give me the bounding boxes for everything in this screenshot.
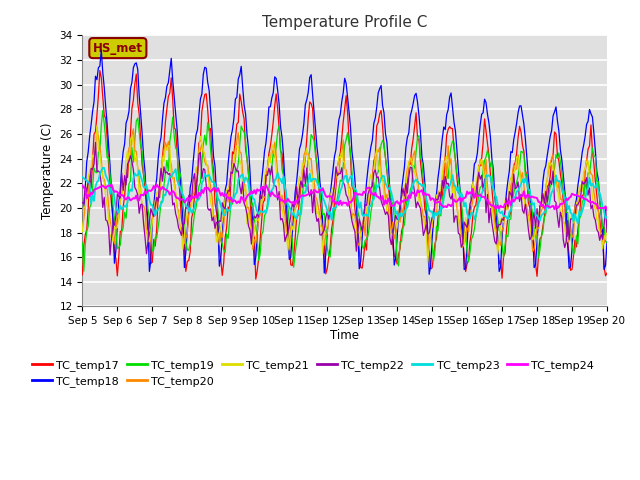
TC_temp19 <box>397 239 405 244</box>
TC_temp19 <box>80 268 88 274</box>
TC_temp24 <box>603 207 611 213</box>
TC_temp17 <box>96 68 104 73</box>
TC_temp20 <box>603 220 611 226</box>
TC_temp21 <box>178 230 186 236</box>
TC_temp19 <box>603 240 611 245</box>
TC_temp21 <box>93 123 100 129</box>
TC_temp18 <box>379 103 387 108</box>
TC_temp23 <box>396 210 404 216</box>
Line: TC_temp18: TC_temp18 <box>83 50 607 274</box>
X-axis label: Time: Time <box>330 329 359 342</box>
TC_temp19 <box>79 240 86 246</box>
TC_temp20 <box>396 219 404 225</box>
TC_temp24 <box>541 205 548 211</box>
TC_temp21 <box>379 175 387 181</box>
TC_temp18 <box>603 239 611 245</box>
TC_temp17 <box>410 136 417 142</box>
TC_temp20 <box>93 124 100 130</box>
TC_temp18 <box>542 163 550 168</box>
TC_temp23 <box>408 187 415 192</box>
TC_temp18 <box>396 211 404 216</box>
Line: TC_temp23: TC_temp23 <box>83 168 607 223</box>
TC_temp23 <box>178 188 186 194</box>
TC_temp22 <box>106 252 114 258</box>
TC_temp21 <box>603 220 611 226</box>
Line: TC_temp19: TC_temp19 <box>83 110 607 271</box>
TC_temp21 <box>396 201 404 207</box>
TC_temp18 <box>178 196 186 202</box>
TC_temp22 <box>95 168 102 174</box>
TC_temp17 <box>380 144 388 150</box>
Line: TC_temp21: TC_temp21 <box>83 126 607 263</box>
TC_temp24 <box>408 190 415 195</box>
TC_temp19 <box>380 140 388 145</box>
TC_temp24 <box>79 183 86 189</box>
TC_temp20 <box>95 134 102 140</box>
TC_temp24 <box>178 196 186 202</box>
TC_temp22 <box>603 229 611 235</box>
TC_temp20 <box>79 225 86 231</box>
TC_temp22 <box>79 200 86 205</box>
TC_temp21 <box>424 260 431 266</box>
Line: TC_temp24: TC_temp24 <box>83 184 607 210</box>
TC_temp20 <box>178 224 186 230</box>
TC_temp17 <box>79 272 86 277</box>
Line: TC_temp20: TC_temp20 <box>83 127 607 252</box>
Line: TC_temp17: TC_temp17 <box>83 71 607 279</box>
TC_temp19 <box>95 149 102 155</box>
Line: TC_temp22: TC_temp22 <box>83 143 607 255</box>
TC_temp20 <box>408 163 415 168</box>
TC_temp23 <box>603 214 611 219</box>
TC_temp22 <box>380 206 388 212</box>
TC_temp24 <box>108 181 115 187</box>
TC_temp22 <box>92 140 99 145</box>
TC_temp23 <box>574 220 582 226</box>
Legend: TC_temp17, TC_temp18, TC_temp19, TC_temp20, TC_temp21, TC_temp22, TC_temp23, TC_: TC_temp17, TC_temp18, TC_temp19, TC_temp… <box>28 355 599 392</box>
TC_temp17 <box>93 112 100 118</box>
TC_temp20 <box>529 249 536 254</box>
TC_temp22 <box>542 189 550 194</box>
TC_temp21 <box>79 229 86 235</box>
Text: HS_met: HS_met <box>93 42 143 55</box>
TC_temp19 <box>410 163 417 168</box>
TC_temp23 <box>79 174 86 180</box>
TC_temp23 <box>541 209 548 215</box>
TC_temp23 <box>99 165 107 171</box>
Y-axis label: Temperature (C): Temperature (C) <box>41 123 54 219</box>
TC_temp24 <box>93 186 100 192</box>
TC_temp19 <box>542 211 550 216</box>
TC_temp19 <box>99 108 107 113</box>
TC_temp17 <box>397 228 405 234</box>
TC_temp17 <box>252 276 260 282</box>
TC_temp18 <box>97 47 105 53</box>
TC_temp18 <box>426 271 433 277</box>
TC_temp23 <box>93 179 100 185</box>
TC_temp21 <box>408 158 415 164</box>
TC_temp22 <box>410 180 417 186</box>
TC_temp20 <box>542 182 550 188</box>
TC_temp21 <box>542 186 550 192</box>
TC_temp17 <box>603 270 611 276</box>
TC_temp20 <box>379 178 387 183</box>
TC_temp18 <box>408 108 415 113</box>
TC_temp22 <box>397 194 405 200</box>
TC_temp22 <box>179 221 187 227</box>
TC_temp24 <box>396 201 404 206</box>
TC_temp18 <box>93 77 100 83</box>
TC_temp17 <box>178 216 186 222</box>
TC_temp23 <box>379 173 387 179</box>
TC_temp19 <box>179 202 187 208</box>
TC_temp24 <box>379 193 387 199</box>
Title: Temperature Profile C: Temperature Profile C <box>262 15 428 30</box>
TC_temp18 <box>79 220 86 226</box>
TC_temp17 <box>542 199 550 205</box>
TC_temp21 <box>95 146 102 152</box>
